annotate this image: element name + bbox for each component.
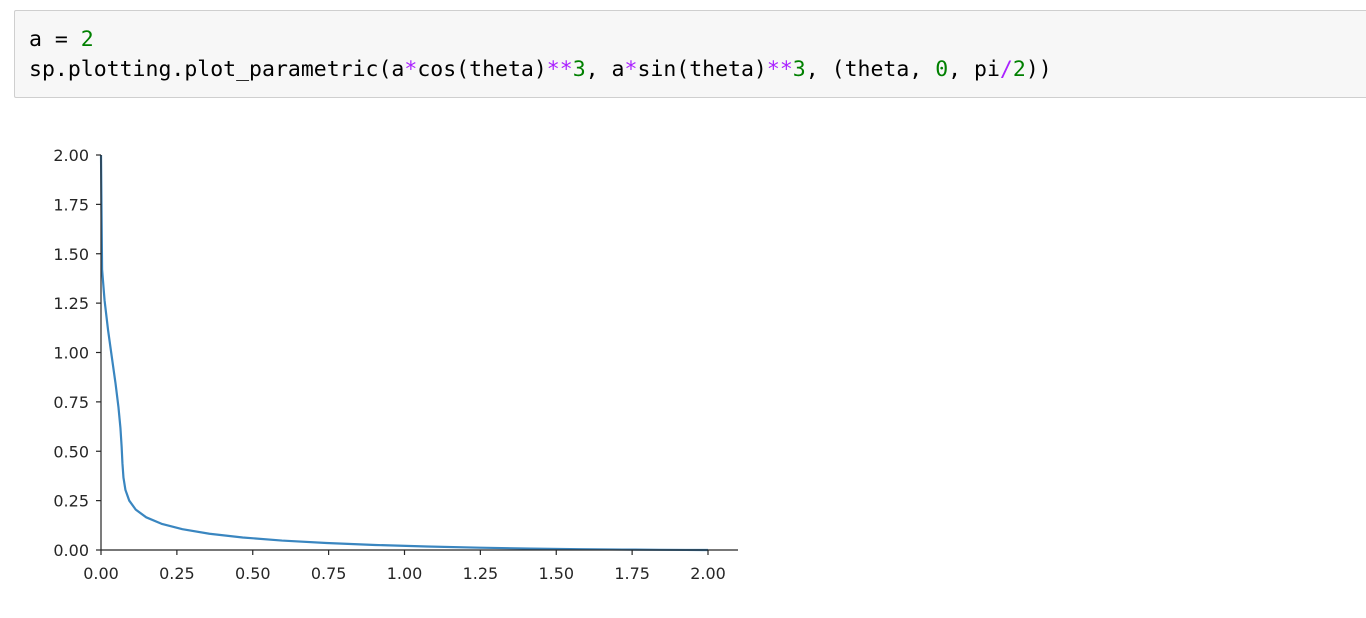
x-tick-label: 0.75 bbox=[311, 564, 347, 583]
code-token: ** bbox=[766, 57, 793, 82]
parametric-plot: 0.00 0.25 0.50 0.75 1.00 1.25 1.50 1.75 2.00 0.00… bbox=[53, 146, 738, 583]
y-tick-label: 1.00 bbox=[53, 344, 89, 363]
code-token: ** bbox=[546, 57, 573, 82]
y-tick-label: 1.75 bbox=[53, 195, 89, 214]
x-tick-label: 2.00 bbox=[690, 564, 726, 583]
code-line-2[interactable]: sp.plotting.plot_parametric(a*cos(theta)… bbox=[29, 55, 1366, 85]
code-token: / bbox=[999, 57, 1013, 82]
code-token: , pi bbox=[948, 57, 1000, 82]
code-token: 2 bbox=[80, 27, 94, 52]
code-token: sp.plotting.plot_parametric(a bbox=[29, 57, 405, 82]
code-token: 3 bbox=[572, 57, 586, 82]
code-token: a bbox=[29, 27, 55, 52]
x-tick-label: 1.75 bbox=[614, 564, 650, 583]
y-tick-label: 0.25 bbox=[53, 492, 89, 511]
x-tick-label: 1.50 bbox=[538, 564, 574, 583]
y-tick-label: 0.00 bbox=[53, 541, 89, 560]
code-token: , (theta, bbox=[805, 57, 936, 82]
code-token: = bbox=[54, 27, 68, 52]
code-token: sin(theta) bbox=[637, 57, 767, 82]
series-line bbox=[99, 154, 708, 552]
y-tick-label: 2.00 bbox=[53, 146, 89, 165]
y-tick-label: 0.75 bbox=[53, 393, 89, 412]
code-token: * bbox=[404, 57, 418, 82]
code-token: cos(theta) bbox=[417, 57, 547, 82]
x-tick-label: 1.00 bbox=[387, 564, 423, 583]
x-tick-label: 0.25 bbox=[159, 564, 195, 583]
y-tick-label: 1.25 bbox=[53, 294, 89, 313]
y-tick-label: 1.50 bbox=[53, 245, 89, 264]
x-tick-label: 0.50 bbox=[235, 564, 271, 583]
code-token: )) bbox=[1025, 57, 1052, 82]
x-tick-label: 1.25 bbox=[463, 564, 499, 583]
code-token bbox=[68, 27, 81, 52]
code-token: 2 bbox=[1012, 57, 1026, 82]
output-plot: 0.00 0.25 0.50 0.75 1.00 1.25 1.50 1.75 2.00 0.00… bbox=[0, 110, 760, 610]
code-cell[interactable]: a = 2 sp.plotting.plot_parametric(a*cos(… bbox=[14, 10, 1366, 98]
code-token: * bbox=[624, 57, 638, 82]
code-line-1[interactable]: a = 2 bbox=[29, 25, 1366, 55]
code-token: , a bbox=[585, 57, 625, 82]
code-token: 0 bbox=[935, 57, 949, 82]
code-token: 3 bbox=[792, 57, 806, 82]
x-tick-label: 0.00 bbox=[83, 564, 119, 583]
y-tick-label: 0.50 bbox=[53, 442, 89, 461]
